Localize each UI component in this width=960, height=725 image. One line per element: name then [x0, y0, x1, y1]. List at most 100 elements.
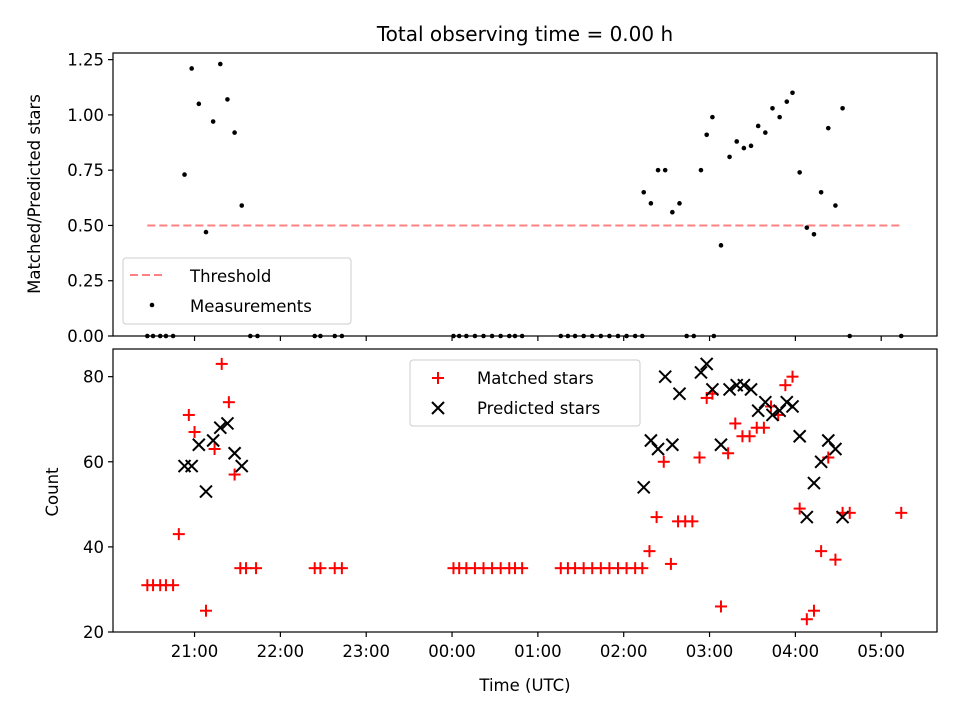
- measurement-point: [641, 189, 647, 195]
- matched-star-point: [714, 600, 727, 613]
- predicted-star-point: [672, 386, 687, 401]
- measurement-point: [710, 114, 715, 120]
- bottom-x-tick-label: 22:00: [257, 642, 305, 661]
- x-axis-label: Time (UTC): [478, 676, 570, 695]
- matched-star-point: [650, 511, 663, 524]
- measurement-point: [825, 125, 831, 131]
- matched-star-point: [743, 430, 756, 443]
- predicted-star-point: [714, 438, 728, 452]
- measurement-point: [741, 145, 747, 151]
- bottom-x-tick-label: 03:00: [686, 642, 734, 661]
- matched-star-point: [188, 425, 201, 438]
- top-y-tick-label: 0.50: [67, 216, 104, 235]
- measurement-point: [662, 167, 668, 173]
- matched-star-point: [657, 455, 670, 468]
- predicted-star-point: [737, 378, 751, 392]
- predicted-star-point: [792, 429, 807, 443]
- top-y-axis: 0.00 0.25 0.50 0.75 1.00 1.25: [67, 51, 113, 346]
- matched-star-point: [829, 553, 842, 566]
- measurement-point: [239, 203, 245, 208]
- matched-star-point: [807, 604, 820, 617]
- predicted-star-point: [637, 480, 651, 495]
- bottom-x-tick-label: 21:00: [171, 642, 219, 661]
- measurements-legend-label: Measurements: [190, 297, 312, 316]
- predicted-star-point: [699, 357, 714, 371]
- top-legend-box: [122, 257, 352, 325]
- measurement-point: [734, 139, 740, 144]
- measurement-point: [232, 130, 237, 135]
- predicted-star-point: [199, 484, 213, 499]
- predicted-star-point: [705, 382, 720, 397]
- matched-star-point: [793, 502, 806, 515]
- predicted-star-point: [213, 421, 227, 435]
- matched-star-point: [729, 417, 742, 430]
- measurement-point: [763, 130, 768, 135]
- measurement-point: [755, 123, 761, 129]
- bottom-y-axis: 20 40 60 80: [83, 368, 113, 642]
- measurement-point: [770, 105, 775, 111]
- matched-star-point: [800, 613, 813, 626]
- measurement-point: [797, 170, 802, 175]
- matched-legend-swatch: [432, 372, 444, 384]
- measurement-point: [748, 143, 754, 149]
- predicted-legend-swatch: [431, 401, 445, 415]
- matched-star-point: [779, 379, 792, 392]
- measurement-point: [217, 61, 223, 67]
- measurement-point: [203, 229, 209, 235]
- bottom-x-tick-label: 05:00: [857, 642, 905, 661]
- measurement-point: [790, 90, 795, 96]
- matched-star-point: [208, 443, 221, 456]
- measurement-point: [777, 114, 782, 120]
- matched-star-point: [895, 506, 908, 519]
- matched-star-point: [335, 562, 348, 575]
- measurement-point: [704, 132, 709, 138]
- predicted-star-point: [227, 446, 242, 460]
- bottom-legend: Matched stars Predicted stars: [409, 359, 641, 427]
- matched-star-point: [722, 447, 735, 460]
- measurement-point: [840, 105, 845, 111]
- chart-title: Total observing time = 0.00 h: [376, 22, 673, 46]
- predicted-star-point: [658, 369, 672, 384]
- matched-legend-label: Matched stars: [477, 369, 594, 388]
- matched-star-point: [643, 545, 656, 558]
- predicted-star-point: [235, 459, 249, 473]
- matched-star-point: [757, 421, 770, 434]
- matched-star-point: [664, 557, 677, 570]
- predicted-star-point: [780, 395, 794, 409]
- measurement-point: [818, 189, 824, 195]
- predicted-star-point: [192, 438, 206, 452]
- top-plot-area: [145, 61, 904, 339]
- bottom-panel: 20 40 60 80 21:00 22:00 23:00 00:00 01:00 02:00 0…: [43, 348, 938, 695]
- measurement-point: [698, 167, 704, 173]
- matched-star-point: [199, 604, 212, 617]
- bottom-y-axis-label: Count: [43, 467, 62, 517]
- bottom-legend-box: [409, 359, 641, 427]
- top-y-tick-label: 1.00: [67, 106, 104, 125]
- threshold-legend-label: Threshold: [189, 267, 271, 286]
- bottom-x-tick-label: 04:00: [772, 642, 820, 661]
- matched-star-point: [182, 408, 195, 421]
- matched-star-point: [215, 357, 228, 370]
- top-y-axis-label: Matched/Predicted stars: [25, 94, 44, 294]
- measurement-point: [210, 119, 216, 124]
- measurement-point: [804, 225, 810, 230]
- top-y-tick-label: 1.25: [67, 51, 104, 70]
- bottom-x-tick-label: 00:00: [428, 642, 476, 661]
- measurement-point: [677, 201, 682, 206]
- predicted-star-point: [744, 382, 758, 397]
- predicted-star-point: [765, 408, 780, 422]
- top-panel: 0.00 0.25 0.50 0.75 1.00 1.25 Matched/Predict…: [25, 51, 938, 346]
- predicted-star-point: [184, 459, 199, 473]
- matched-star-point: [516, 562, 529, 575]
- predicted-star-point: [722, 382, 737, 397]
- bottom-y-tick-label: 80: [83, 368, 104, 387]
- measurement-point: [670, 209, 675, 215]
- predicted-star-point: [651, 442, 665, 456]
- top-y-tick-label: 0.00: [67, 327, 104, 346]
- matched-star-point: [786, 370, 799, 383]
- predicted-star-point: [835, 510, 850, 524]
- predicted-star-point: [807, 476, 821, 490]
- measurement-point: [182, 172, 187, 177]
- measurement-point: [655, 167, 661, 173]
